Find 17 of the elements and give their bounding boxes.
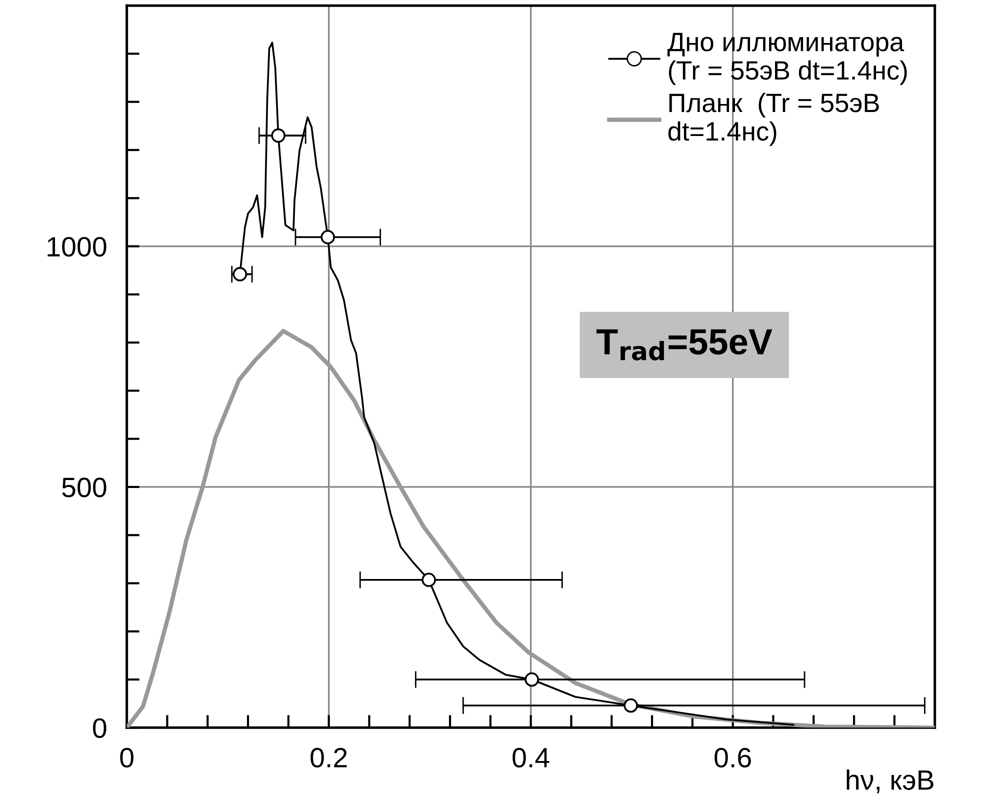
y-tick-label: 0 xyxy=(93,718,106,738)
legend-label: Планк (Tr = 55эВ dt=1.4нс) xyxy=(668,92,879,146)
point xyxy=(524,672,539,687)
point xyxy=(422,572,436,588)
x-tick-label: 0.4 xyxy=(512,748,550,768)
point xyxy=(232,267,248,282)
point xyxy=(320,230,335,244)
x-tick-label: 0.6 xyxy=(714,748,751,768)
x-tick-label: 0.2 xyxy=(310,748,347,768)
x-axis-title: hν, кэВ xyxy=(846,770,934,794)
legend-label: Дно иллюминатора (Tr = 55эВ dt=1.4нс) xyxy=(667,32,907,85)
point xyxy=(271,128,286,143)
y-tick-label: 1000 xyxy=(48,236,106,257)
y-tick-label: 500 xyxy=(62,478,106,498)
annotation: T$_{rad}$=55eV xyxy=(596,329,772,361)
x-tick-label: 0 xyxy=(120,748,134,768)
point xyxy=(624,698,638,713)
